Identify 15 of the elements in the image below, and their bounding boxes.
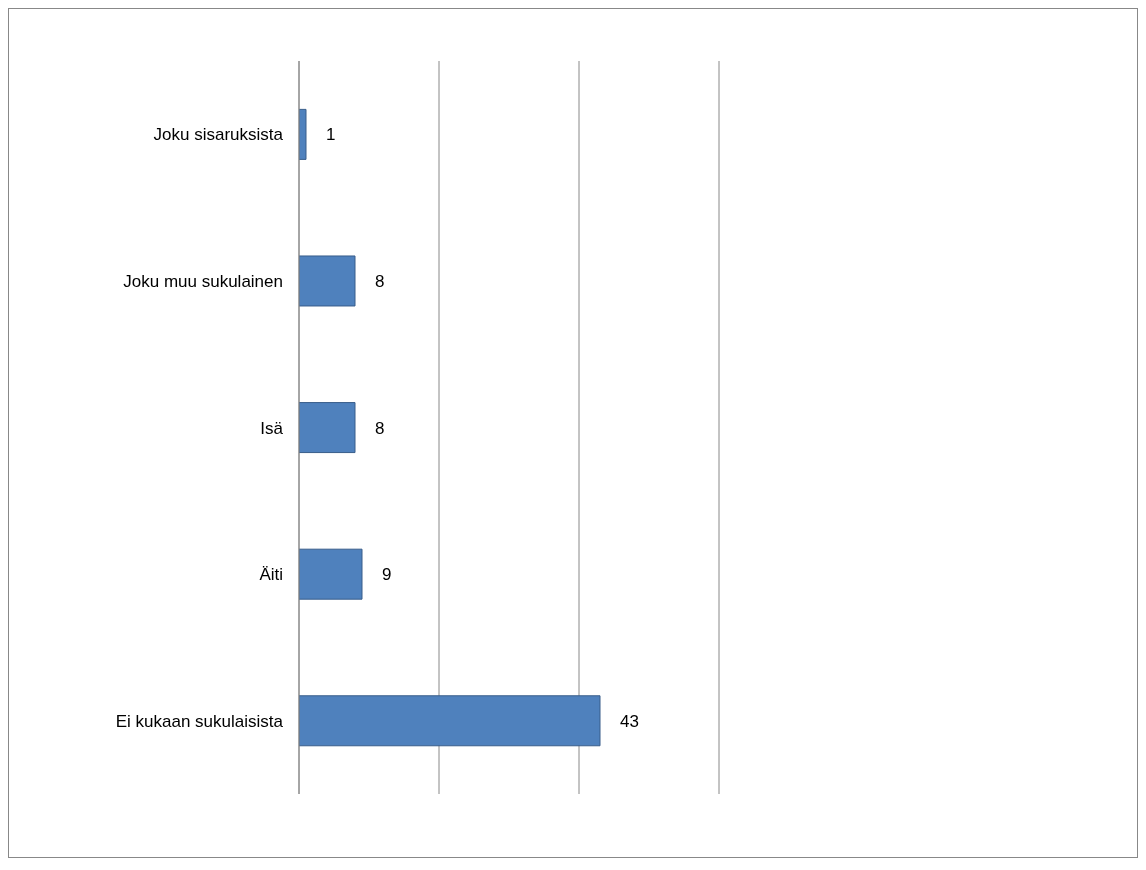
bar — [299, 402, 356, 454]
bar — [299, 255, 356, 307]
y-tick-label: Isä — [260, 418, 284, 438]
y-tick-label: Joku sisaruksista — [153, 125, 284, 145]
bar — [299, 695, 601, 747]
data-label: 8 — [375, 272, 385, 292]
bar — [299, 548, 363, 600]
data-label: 9 — [382, 565, 392, 585]
data-label: 43 — [620, 711, 639, 731]
y-tick-label: Ei kukaan sukulaisista — [115, 711, 284, 731]
data-label: 8 — [375, 418, 385, 438]
bar — [299, 108, 307, 160]
data-label: 1 — [326, 125, 336, 145]
y-tick-label: Joku muu sukulainen — [123, 271, 283, 291]
y-tick-label: Äiti — [259, 565, 283, 585]
